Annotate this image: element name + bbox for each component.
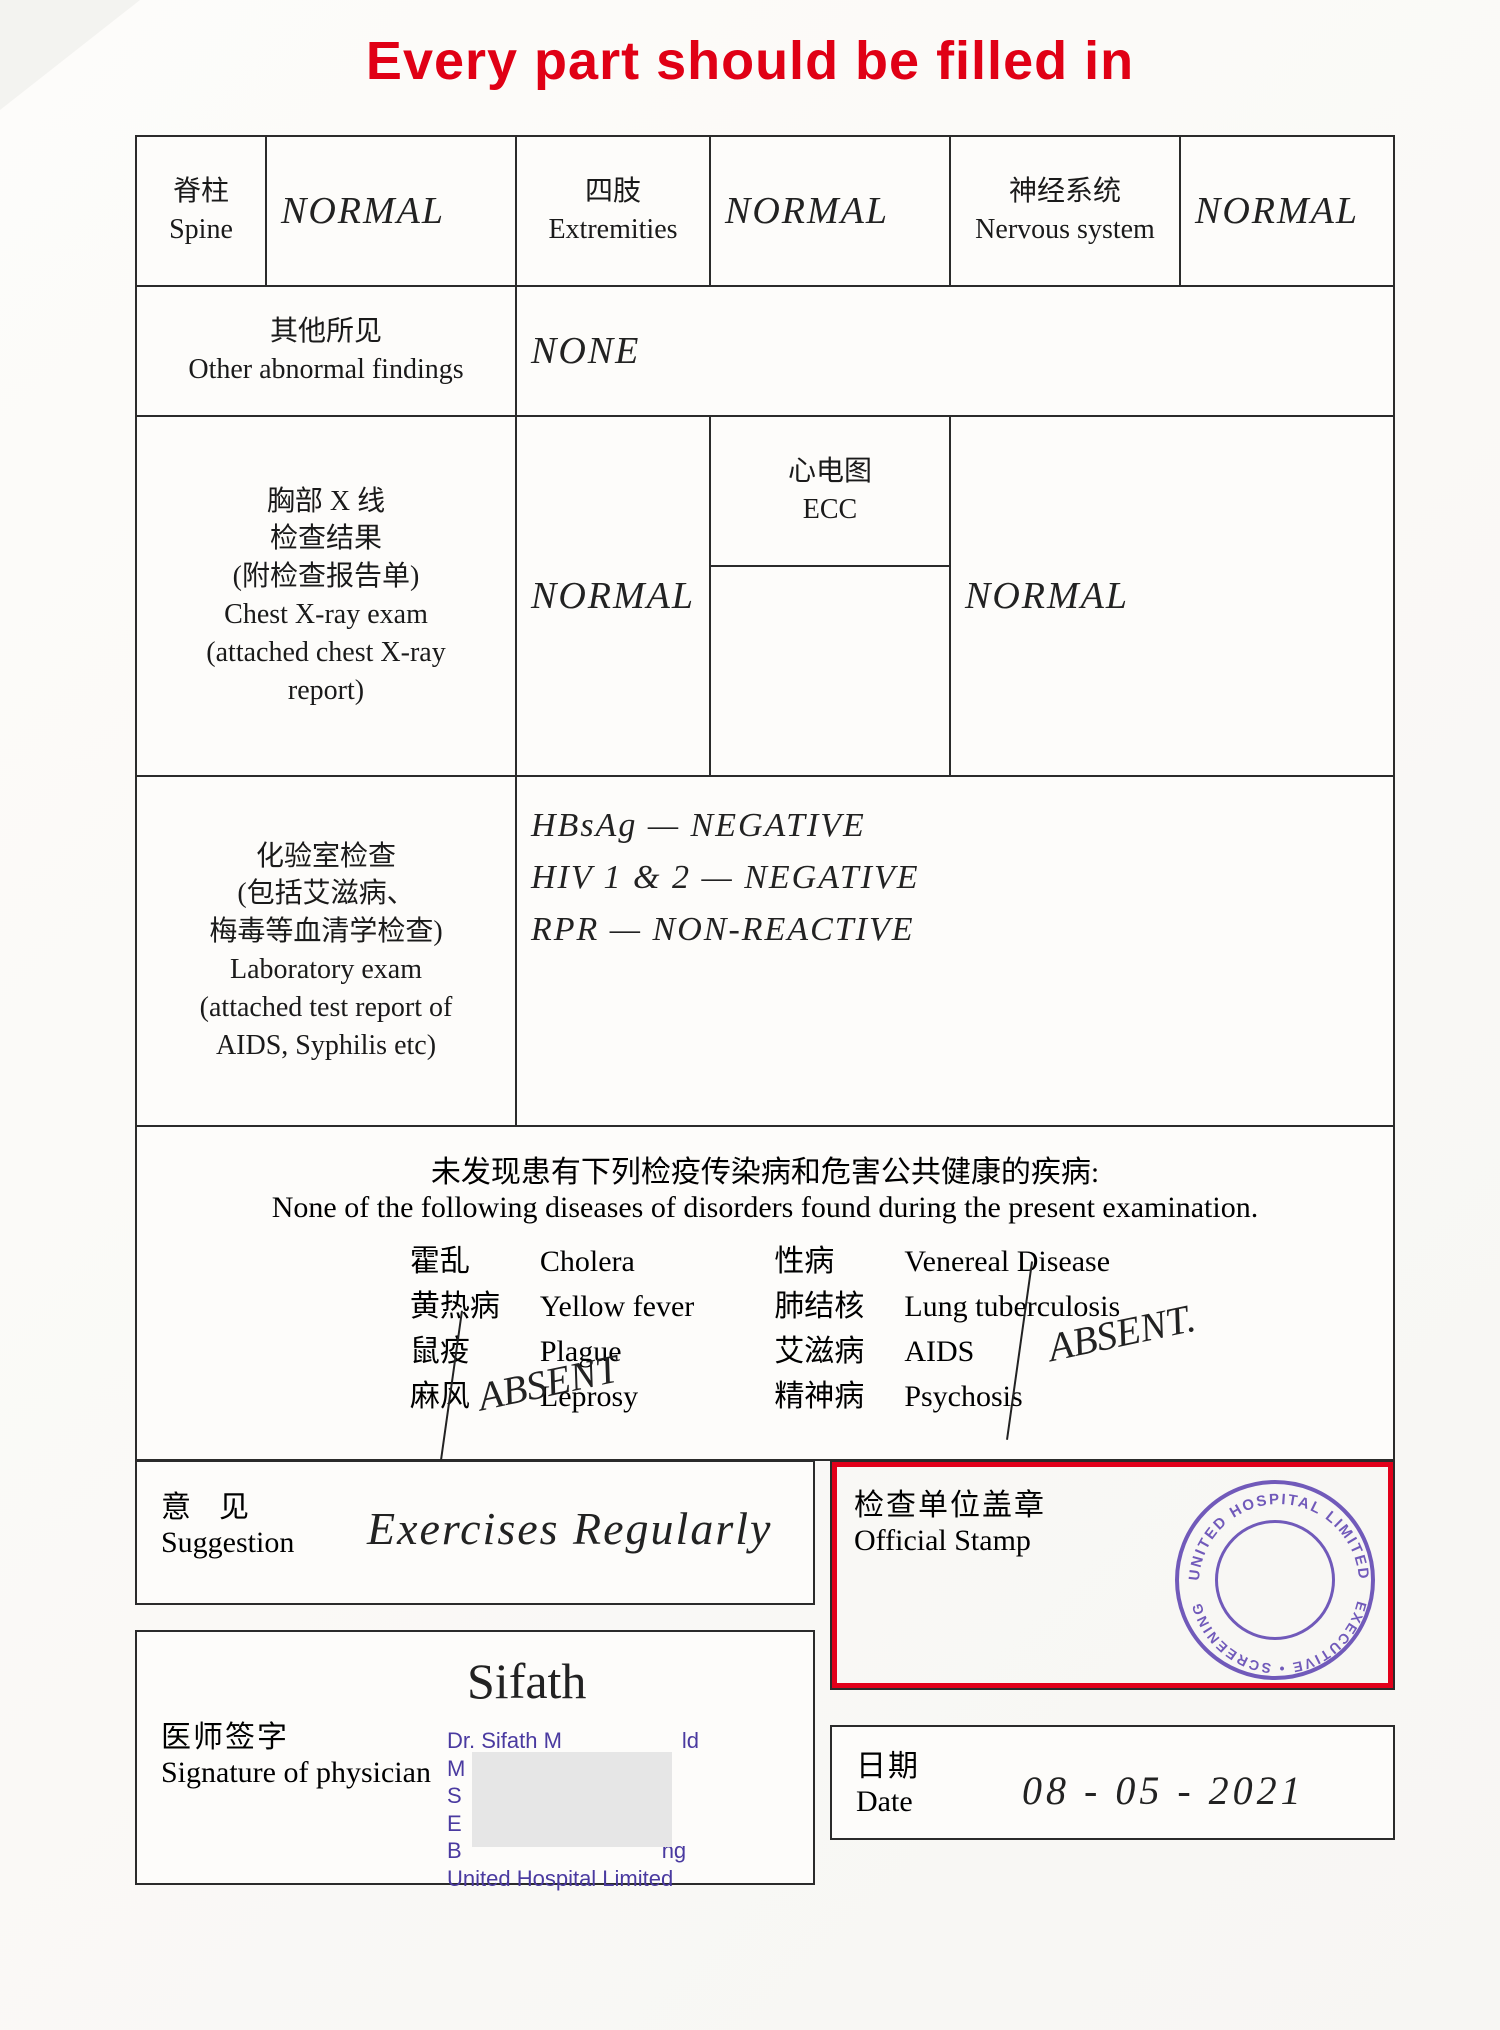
xray-label-cn-1: 胸部 X 线 <box>267 486 385 517</box>
diseases-header-cn: 未发现患有下列检疫传染病和危害公共健康的疾病: <box>177 1147 1353 1191</box>
spine-label-cn: 脊柱 <box>173 176 229 207</box>
diseases-grid: 霍乱Cholera 黄热病Yellow fever 鼠疫Plague 麻风Lep… <box>177 1239 1353 1419</box>
xray-label-en-1: Chest X-ray exam <box>224 599 428 630</box>
physician-signature: Sifath <box>467 1652 586 1710</box>
spine-label-en: Spine <box>169 214 233 245</box>
page-corner-fold <box>0 0 140 110</box>
disease-cn: 性病 <box>774 1239 864 1284</box>
disease-en: Psychosis <box>904 1374 1022 1419</box>
signature-box: 医师签字 Signature of physician Sifath Dr. S… <box>135 1630 815 1885</box>
page: Every part should be filled in 脊柱 Spine … <box>0 0 1500 2030</box>
other-findings-label-cn: 其他所见 <box>270 316 382 347</box>
instruction-banner: Every part should be filled in <box>0 30 1500 92</box>
lab-label-en-2: (attached test report of <box>200 992 453 1023</box>
disease-en: AIDS <box>904 1329 974 1374</box>
other-findings-value: NONE <box>531 330 640 372</box>
disease-en: Cholera <box>540 1239 635 1284</box>
disease-cn: 黄热病 <box>410 1284 500 1329</box>
xray-label-en-2: (attached chest X-ray <box>206 637 445 668</box>
disease-cn: 霍乱 <box>410 1239 500 1284</box>
suggestion-value: Exercises Regularly <box>367 1502 772 1555</box>
disease-cn: 艾滋病 <box>774 1329 864 1374</box>
redaction-block <box>472 1752 672 1847</box>
lab-label-en-3: AIDS, Syphilis etc) <box>216 1030 436 1061</box>
lab-result-3: RPR — NON-REACTIVE <box>531 911 1379 949</box>
disease-cn: 精神病 <box>774 1374 864 1419</box>
date-box: 日期 Date 08 - 05 - 2021 <box>830 1725 1395 1840</box>
nervous-value: NORMAL <box>1195 190 1359 232</box>
lab-label-cn-1: 化验室检查 <box>256 841 396 872</box>
disease-en: Yellow fever <box>540 1284 694 1329</box>
suggestion-box: 意见 Suggestion Exercises Regularly <box>135 1460 815 1605</box>
ecc-label-en: ECC <box>803 494 857 525</box>
date-label-en: Date <box>856 1785 913 1818</box>
signature-label-en: Signature of physician <box>161 1756 431 1789</box>
xray-value: NORMAL <box>531 575 695 617</box>
lab-label-cn-3: 梅毒等血清学检查) <box>209 916 442 947</box>
disease-en: Venereal Disease <box>904 1239 1110 1284</box>
official-stamp-box: 检查单位盖章 Official Stamp UNITED HOSPITAL LI… <box>830 1460 1395 1690</box>
disease-cn: 肺结核 <box>774 1284 864 1329</box>
svg-text:UNITED HOSPITAL LIMITED: UNITED HOSPITAL LIMITED <box>1186 1491 1372 1582</box>
svg-text:EXECUTIVE • SCREENING: EXECUTIVE • SCREENING <box>1188 1600 1370 1677</box>
spine-value: NORMAL <box>281 190 445 232</box>
date-value: 08 - 05 - 2021 <box>1022 1767 1305 1814</box>
xray-label-en-3: report) <box>288 675 364 706</box>
xray-label-cn-3: (附检查报告单) <box>233 561 420 592</box>
ecc-label-cn: 心电图 <box>788 456 872 487</box>
ecc-value: NORMAL <box>965 575 1129 617</box>
extremities-value: NORMAL <box>725 190 889 232</box>
stamp-label-en: Official Stamp <box>854 1524 1031 1557</box>
nervous-label-cn: 神经系统 <box>1009 176 1121 207</box>
nervous-label-en: Nervous system <box>975 214 1155 245</box>
other-findings-label-en: Other abnormal findings <box>188 354 463 385</box>
diseases-header-en: None of the following diseases of disord… <box>177 1191 1353 1225</box>
lab-result-1: HBsAg — NEGATIVE <box>531 807 1379 845</box>
xray-label-cn-2: 检查结果 <box>270 523 382 554</box>
lab-label-cn-2: (包括艾滋病、 <box>237 878 414 909</box>
stamp-text-ring: UNITED HOSPITAL LIMITED EXECUTIVE • SCRE… <box>1179 1484 1379 1684</box>
medical-form: 脊柱 Spine NORMAL 四肢 Extremities NORMAL 神经… <box>135 135 1395 1461</box>
lab-result-2: HIV 1 & 2 — NEGATIVE <box>531 859 1379 897</box>
exam-table: 脊柱 Spine NORMAL 四肢 Extremities NORMAL 神经… <box>135 135 1395 1461</box>
suggestion-label-en: Suggestion <box>161 1526 294 1559</box>
extremities-label-en: Extremities <box>548 214 677 245</box>
extremities-label-cn: 四肢 <box>585 176 641 207</box>
stamp-seal: UNITED HOSPITAL LIMITED EXECUTIVE • SCRE… <box>1175 1480 1375 1680</box>
lab-label-en-1: Laboratory exam <box>230 954 422 985</box>
